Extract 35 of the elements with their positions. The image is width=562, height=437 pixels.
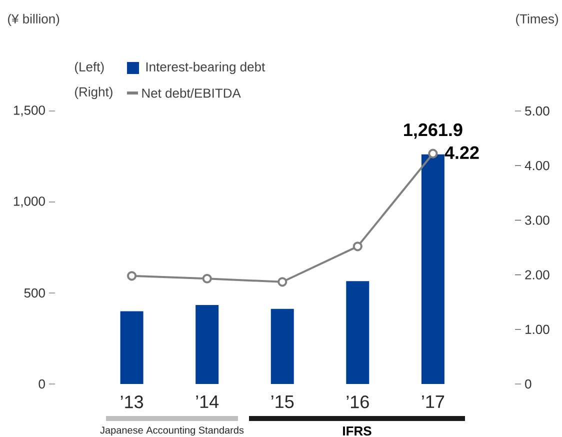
legend-label: Net debt/EBITDA (142, 88, 241, 98)
point (126, 271, 137, 281)
x-tick-label: ’14 (196, 396, 219, 408)
data-label: 4.22 (444, 146, 479, 159)
data-label: 1,261.9 (404, 123, 462, 139)
legend-label: Interest-bearing debt (146, 62, 266, 74)
text: (¥ billion) (8, 14, 60, 26)
y2-tick-label: 5.00 (525, 106, 550, 116)
bar (196, 305, 219, 384)
text: (Right) (75, 86, 112, 100)
text: (Left) (75, 62, 104, 74)
y-tick-label: 1,500 (14, 106, 45, 116)
y2-tick-label: 3.00 (525, 216, 550, 225)
text: IFRS (343, 426, 372, 436)
y-tick-label: 500 (24, 288, 45, 298)
x-tick-label: ’13 (120, 396, 144, 408)
bar (270, 308, 294, 384)
text: Japanese Accounting Standards (100, 426, 244, 436)
y2-tick-label: 2.00 (525, 270, 550, 280)
y2-tick-label: 4.00 (524, 161, 550, 170)
y2-tick-label: 1.00 (526, 324, 550, 334)
point (202, 274, 212, 284)
y2-tick-label: 0 (525, 379, 532, 389)
bar (421, 154, 444, 384)
x-tick-label: ’15 (271, 396, 294, 408)
bar (346, 281, 370, 384)
y-tick-label: 1,000 (14, 196, 45, 208)
point (428, 148, 438, 158)
x-tick-label: ’16 (346, 396, 369, 408)
text: (Times) (516, 14, 558, 26)
bar (120, 311, 144, 384)
y-tick-label: 0 (38, 379, 45, 389)
point (352, 242, 362, 252)
point (278, 277, 288, 287)
x-tick-label: ’17 (422, 396, 444, 408)
